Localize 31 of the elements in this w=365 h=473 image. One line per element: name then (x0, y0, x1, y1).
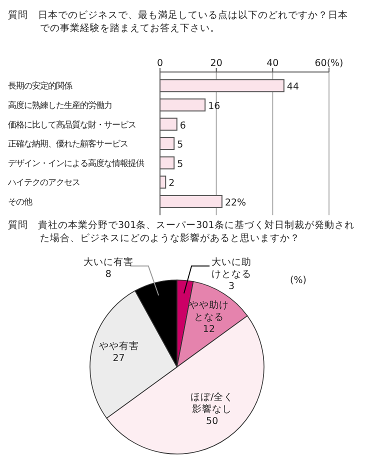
slice-label: 大いに助けとなる (212, 256, 252, 280)
x-tick-label: 60(%) (314, 58, 344, 69)
x-tick-label: 0 (156, 58, 164, 69)
slice-label: ほぼ/全く影響なし (190, 391, 234, 416)
data-label: 27 (112, 352, 125, 364)
slice-label: やや有害 (98, 340, 139, 352)
y-tick-label: ハイテクのアクセス (7, 177, 80, 188)
data-label: 6 (180, 120, 186, 132)
chart-title: 質問 日本でのビジネスで、最も満足している点は以下のどれですか？日本での事業経験を踏まえてお答え下さい。 (8, 9, 348, 34)
y-tick-label: その他 (8, 196, 32, 206)
x-tick-label: 20 (210, 58, 222, 69)
text: (%) (290, 275, 306, 286)
chart-title: 質問 貴社の本業分野で301条、スーパー301条に基づく対日制裁が発動された場合、ビジネスにどのような影響があると思いますか？ (8, 219, 354, 244)
data-label: 5 (177, 140, 184, 151)
slice-label: やや助けとなる (188, 298, 229, 323)
data-label: 12 (202, 324, 216, 335)
data-label: 2 (168, 178, 175, 190)
y-tick-label: 価格に比して高品質な財・サービス (8, 119, 136, 130)
data-label: 8 (105, 269, 112, 280)
y-tick-label: 長期の安定的関係 (8, 80, 72, 91)
data-label: 50 (206, 416, 218, 428)
x-tick-label: 40 (266, 58, 279, 69)
data-label: 3 (228, 281, 235, 292)
slice-label: 大いに有害 (83, 256, 134, 268)
y-tick-label: 正確な納期、優れた顧客サービス (8, 138, 128, 149)
data-label: 22% (224, 197, 246, 208)
data-label: 5 (177, 158, 184, 170)
data-label: 16 (208, 100, 220, 112)
y-tick-label: デザイン・インによる高度な情報提供 (8, 158, 144, 168)
data-label: 44 (286, 82, 300, 93)
y-tick-label: 高度に熟練した生産的労働力 (8, 100, 112, 110)
